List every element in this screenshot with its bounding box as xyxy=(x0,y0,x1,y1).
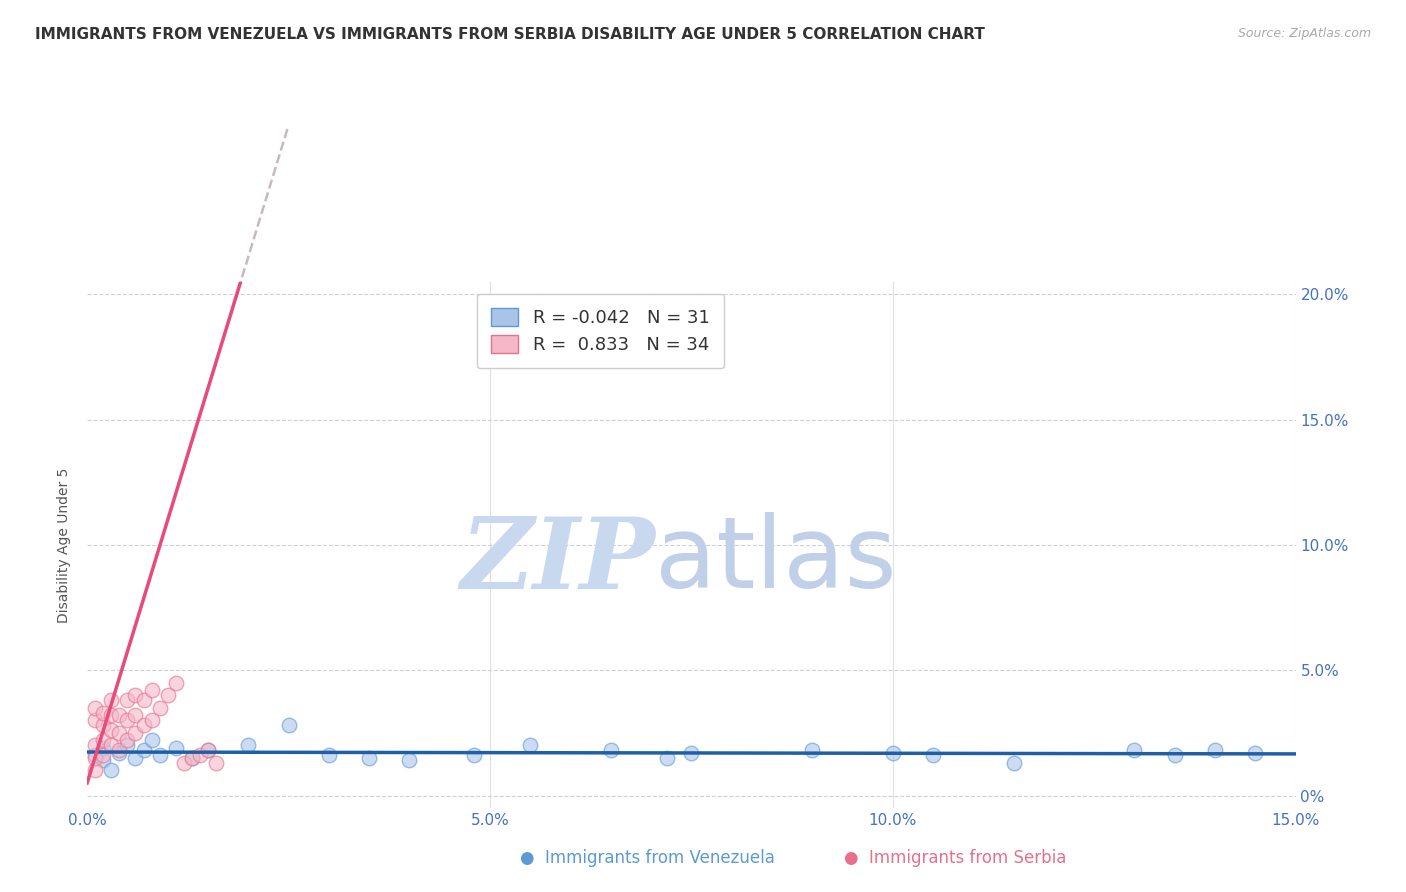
Point xyxy=(165,675,187,690)
Point xyxy=(197,743,219,757)
Point xyxy=(91,754,114,768)
Point xyxy=(124,689,146,703)
Point xyxy=(1164,748,1187,763)
Text: ●  Immigrants from Serbia: ● Immigrants from Serbia xyxy=(844,849,1066,867)
Point xyxy=(117,693,139,707)
Point xyxy=(100,739,122,753)
Point xyxy=(398,754,420,768)
Point xyxy=(238,739,260,753)
Point xyxy=(132,718,155,732)
Point xyxy=(205,756,228,770)
Point xyxy=(124,726,146,740)
Legend: R = -0.042   N = 31, R =  0.833   N = 34: R = -0.042 N = 31, R = 0.833 N = 34 xyxy=(477,293,724,368)
Point xyxy=(149,701,172,715)
Point xyxy=(801,743,824,757)
Point xyxy=(91,718,114,732)
Point xyxy=(173,756,195,770)
Point xyxy=(1002,756,1025,770)
Point xyxy=(84,701,107,715)
Point xyxy=(91,748,114,763)
Point xyxy=(519,739,541,753)
Text: ●  Immigrants from Venezuela: ● Immigrants from Venezuela xyxy=(520,849,775,867)
Point xyxy=(657,751,679,765)
Point xyxy=(100,723,122,738)
Point xyxy=(100,693,122,707)
Point xyxy=(882,746,904,760)
Point xyxy=(141,683,163,698)
Text: IMMIGRANTS FROM VENEZUELA VS IMMIGRANTS FROM SERBIA DISABILITY AGE UNDER 5 CORRE: IMMIGRANTS FROM VENEZUELA VS IMMIGRANTS … xyxy=(35,27,986,42)
Point xyxy=(180,751,202,765)
Point xyxy=(117,739,139,753)
Point xyxy=(141,714,163,728)
Point xyxy=(599,743,621,757)
Point xyxy=(132,743,155,757)
Point xyxy=(277,718,299,732)
Point xyxy=(91,740,114,755)
Point xyxy=(84,764,107,778)
Point xyxy=(165,740,187,755)
Point xyxy=(1123,743,1146,757)
Point xyxy=(1244,746,1267,760)
Point xyxy=(117,714,139,728)
Point xyxy=(100,764,122,778)
Point xyxy=(108,746,131,760)
Point xyxy=(84,714,107,728)
Text: ZIP: ZIP xyxy=(460,513,655,609)
Text: atlas: atlas xyxy=(655,512,897,609)
Point xyxy=(197,743,219,757)
Point xyxy=(132,693,155,707)
Point xyxy=(108,743,131,757)
Point xyxy=(124,751,146,765)
Point xyxy=(141,733,163,747)
Point xyxy=(84,751,107,765)
Point xyxy=(108,726,131,740)
Point xyxy=(156,689,179,703)
Point xyxy=(84,748,107,763)
Point xyxy=(149,748,172,763)
Point xyxy=(91,733,114,747)
Point xyxy=(318,748,340,763)
Point xyxy=(117,733,139,747)
Point xyxy=(922,748,945,763)
Y-axis label: Disability Age Under 5: Disability Age Under 5 xyxy=(58,467,72,623)
Point xyxy=(124,708,146,723)
Point xyxy=(463,748,485,763)
Point xyxy=(108,708,131,723)
Point xyxy=(359,751,381,765)
Point xyxy=(1204,743,1226,757)
Point xyxy=(180,751,202,765)
Point xyxy=(100,708,122,723)
Text: Source: ZipAtlas.com: Source: ZipAtlas.com xyxy=(1237,27,1371,40)
Point xyxy=(91,706,114,720)
Point xyxy=(84,739,107,753)
Point xyxy=(681,746,703,760)
Point xyxy=(188,748,211,763)
